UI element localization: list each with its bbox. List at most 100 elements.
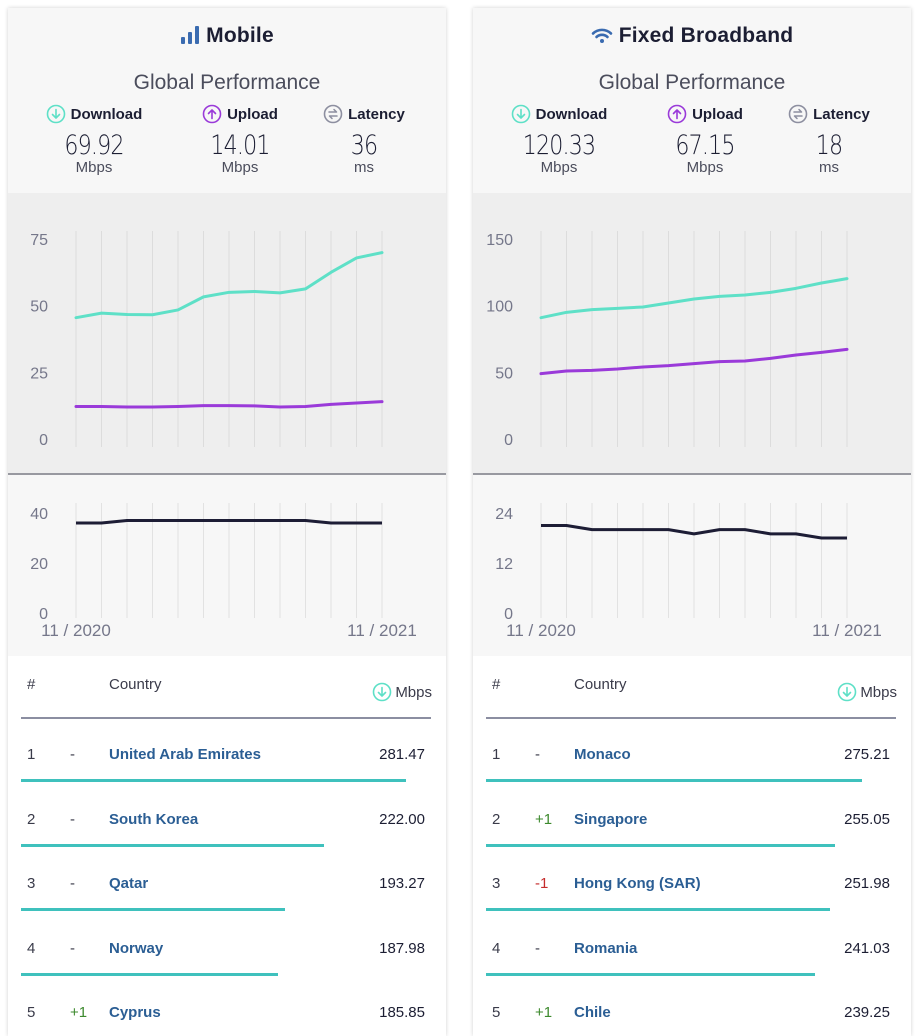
panel-title: Mobile <box>8 24 446 48</box>
country-link[interactable]: United Arab Emirates <box>109 746 261 763</box>
fixed-ranking-table: # Country Mbps 1 - Monaco 275.21 2 +1 Singapor… <box>473 656 911 1036</box>
download-icon <box>838 682 857 702</box>
speed-bar <box>486 843 835 847</box>
country-link[interactable]: Cyprus <box>109 1004 161 1021</box>
speed-y-tick-label: 0 <box>39 432 48 449</box>
country-link[interactable]: Norway <box>109 939 164 957</box>
country-link[interactable]: South Korea <box>109 810 199 828</box>
download-icon <box>373 682 392 702</box>
latency-label: Latency <box>348 106 405 123</box>
speed-bar <box>21 972 278 976</box>
speed-y-tick-label: 50 <box>495 365 513 382</box>
country-link[interactable]: Romania <box>574 939 638 957</box>
rank-change: +1 <box>70 1004 88 1021</box>
speed-header: Mbps <box>372 682 432 702</box>
upload-value: 14.01 <box>210 130 270 161</box>
rank-value: 1 <box>492 746 501 763</box>
download-icon <box>46 104 65 124</box>
speed-value: 193.27 <box>379 875 425 892</box>
speed-y-tick-label: 50 <box>30 299 48 316</box>
speed-value: 281.47 <box>379 746 425 763</box>
x-tick-label-end: 11 / 2021 <box>347 621 417 640</box>
upload-label: Upload <box>692 106 743 123</box>
table-row: 2 +1 Singapore 255.05 <box>473 784 911 848</box>
speed-value: 255.05 <box>844 810 890 828</box>
speed-header-label: Mbps <box>395 684 432 701</box>
country-link[interactable]: Singapore <box>574 810 648 828</box>
latency-icon <box>323 104 343 124</box>
latency-series-line <box>541 524 847 540</box>
latency-series-line <box>76 519 382 525</box>
speed-bar <box>21 843 324 847</box>
speed-chart-background <box>8 193 446 473</box>
upload-unit: Mbps <box>686 159 724 176</box>
download-series-line <box>74 251 384 320</box>
x-tick-label-start: 11 / 2020 <box>41 621 111 640</box>
rank-value: 3 <box>27 875 36 892</box>
speed-bar <box>21 908 285 911</box>
rank-value: 2 <box>27 810 36 828</box>
table-row: 1 - Monaco 275.21 <box>473 719 911 783</box>
country-link[interactable]: Monaco <box>574 746 631 763</box>
table-row: 4 - Norway 187.98 <box>8 913 446 977</box>
latency-metric: Latency 18 ms <box>769 104 889 176</box>
upload-series-line <box>539 347 849 376</box>
latency-label: Latency <box>813 106 870 123</box>
rank-value: 3 <box>492 875 501 892</box>
mobile-chart: 0 25 50 75 0 20 40 11 / 2020 11 / 2021 <box>8 193 446 640</box>
upload-metric: Upload 14.01 Mbps <box>180 104 300 176</box>
speed-bar <box>21 779 406 782</box>
rank-change: -1 <box>535 875 549 892</box>
header-divider <box>21 717 431 719</box>
table-row: 5 +1 Cyprus 185.85 <box>8 977 446 1036</box>
upload-series-line <box>74 400 384 409</box>
latency-value: 36 <box>350 130 378 161</box>
mobile-panel: Mobile Global Performance Download 69.92… <box>8 8 446 1036</box>
signal-bars-icon <box>181 26 200 44</box>
speed-header-label: Mbps <box>860 684 897 701</box>
download-label: Download <box>70 106 143 123</box>
latency-icon <box>788 104 808 124</box>
speed-value: 222.00 <box>379 810 425 828</box>
rank-change: - <box>535 939 540 957</box>
panel-title: Fixed Broadband <box>473 24 911 48</box>
latency-y-tick-label: 20 <box>30 556 48 573</box>
rank-change: +1 <box>535 1004 553 1021</box>
rank-header: # <box>492 676 501 693</box>
speed-value: 185.85 <box>379 1004 425 1021</box>
speed-y-tick-label: 100 <box>486 299 513 316</box>
rank-value: 1 <box>27 746 36 763</box>
country-link[interactable]: Chile <box>574 1004 611 1021</box>
rank-change: - <box>535 746 540 763</box>
download-icon <box>511 104 530 124</box>
speed-y-tick-label: 0 <box>504 432 513 449</box>
table-row: 1 - United Arab Emirates 281.47 <box>8 719 446 783</box>
download-series-line <box>539 277 849 320</box>
speed-bar <box>486 908 830 911</box>
country-header: Country <box>109 676 162 693</box>
speed-value: 275.21 <box>844 746 890 763</box>
country-link[interactable]: Qatar <box>109 875 149 892</box>
download-metric: Download 69.92 Mbps <box>34 104 154 176</box>
upload-label: Upload <box>227 106 278 123</box>
rank-change: +1 <box>535 810 553 828</box>
panel-subtitle: Global Performance <box>133 71 321 94</box>
upload-value: 67.15 <box>675 130 735 161</box>
panel-title-text: Mobile <box>206 24 274 47</box>
rank-value: 2 <box>492 810 501 828</box>
fixed-broadband-chart: 0 50 100 150 0 12 24 11 / 2020 11 / 2021 <box>473 193 911 640</box>
country-header: Country <box>574 676 627 693</box>
rank-value: 5 <box>492 1004 501 1021</box>
latency-y-tick-label: 0 <box>504 606 513 623</box>
x-tick-label-end: 11 / 2021 <box>812 621 882 640</box>
upload-metric: Upload 67.15 Mbps <box>645 104 765 176</box>
rank-change: - <box>70 810 75 828</box>
country-link[interactable]: Hong Kong (SAR) <box>574 875 701 892</box>
panel-title-text: Fixed Broadband <box>618 24 794 47</box>
panel-subtitle: Global Performance <box>598 71 786 94</box>
header-divider <box>486 717 896 719</box>
latency-metric: Latency 36 ms <box>304 104 424 176</box>
rank-change: - <box>70 875 75 892</box>
table-row: 4 - Romania 241.03 <box>473 913 911 977</box>
upload-icon <box>202 104 222 124</box>
